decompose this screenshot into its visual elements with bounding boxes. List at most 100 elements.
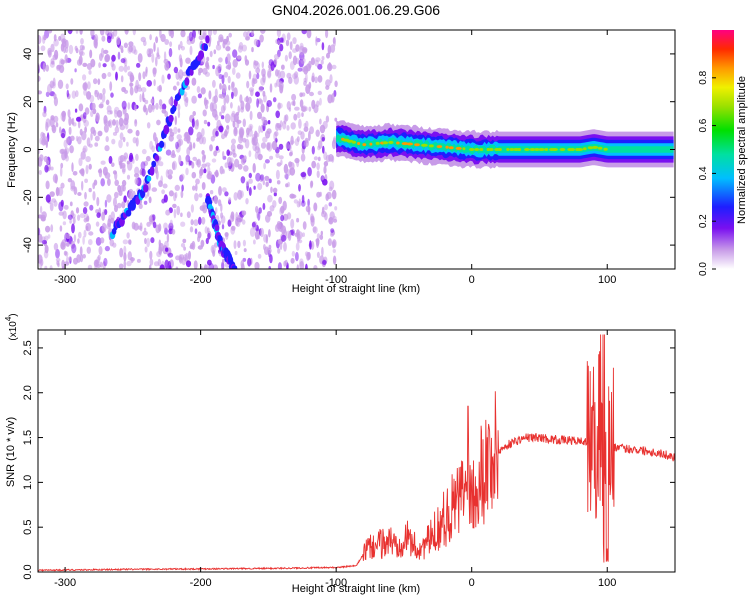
noise-dot: [59, 126, 62, 134]
noise-dot: [149, 34, 152, 41]
noise-dot: [182, 238, 187, 244]
noise-dot: [142, 231, 148, 236]
noise-dot: [148, 264, 152, 269]
snr-panel: -300 -200 -100 0 100 0.0 0.5 1.0 1.5 2.0 2.5 Heig…: [4, 313, 676, 595]
noise-dot: [290, 218, 295, 229]
noise-dot: [296, 229, 299, 239]
noise-dot: [284, 259, 288, 266]
noise-dot: [79, 213, 86, 219]
noise-dot: [284, 54, 288, 62]
noise-dot: [209, 144, 213, 152]
noise-dot: [279, 37, 284, 43]
noise-dot: [245, 198, 249, 205]
noise-dot: [333, 218, 338, 223]
x-tick-label: -100: [325, 577, 347, 589]
noise-dot: [245, 36, 250, 41]
noise-dot: [168, 30, 172, 37]
noise-dot: [263, 234, 268, 243]
colorbar: 0.0 0.2 0.4 0.6 0.8 Normalized spectral ampl…: [698, 30, 748, 276]
noise-dot: [104, 199, 108, 208]
band-peak: [569, 148, 576, 151]
noise-dot: [186, 147, 191, 156]
noise-dot: [173, 126, 178, 135]
noise-dot: [218, 186, 222, 196]
noise-dot: [143, 160, 149, 166]
noise-dot: [101, 72, 107, 80]
noise-dot: [38, 35, 42, 45]
noise-dot: [121, 179, 127, 187]
noise-dot: [67, 109, 71, 118]
noise-dot: [321, 42, 325, 51]
noise-dot: [246, 80, 250, 89]
noise-dot: [78, 157, 83, 167]
noise-dot: [77, 120, 81, 129]
noise-dot: [298, 58, 304, 68]
noise-dot: [39, 205, 43, 214]
noise-dot: [169, 219, 173, 227]
noise-dot: [245, 95, 249, 103]
noise-dot: [203, 168, 207, 174]
noise-dot: [192, 185, 196, 191]
noise-dot: [151, 145, 155, 153]
noise-dot: [178, 154, 182, 165]
noise-dot: [282, 200, 287, 211]
noise-dot: [129, 86, 134, 96]
noise-dot: [158, 161, 164, 167]
noise-dot: [280, 234, 287, 242]
noise-dot: [103, 49, 109, 55]
noise-dot: [164, 259, 169, 269]
noise-dot: [215, 130, 219, 137]
noise-dot: [292, 48, 298, 53]
noise-dot: [156, 251, 162, 258]
noise-dot: [243, 155, 247, 161]
noise-dot: [262, 179, 265, 186]
noise-dot: [231, 225, 236, 231]
noise-dot: [188, 250, 191, 260]
snr-y-axis: 0.0 0.5 1.0 1.5 2.0 2.5: [22, 340, 675, 580]
noise-dot: [135, 79, 139, 90]
noise-dot: [247, 257, 252, 267]
noise-dot: [290, 257, 295, 264]
spectrogram-x-label: Height of straight line (km): [292, 283, 420, 295]
noise-dot: [60, 241, 66, 250]
noise-dot: [252, 135, 258, 146]
noise-dot: [311, 72, 315, 83]
noise-dot: [101, 35, 106, 42]
noise-dot: [112, 119, 116, 126]
noise-dot: [185, 57, 191, 64]
noise-dot: [201, 216, 206, 225]
noise-dot: [278, 143, 284, 150]
trace-point: [146, 175, 152, 182]
noise-dot: [90, 30, 95, 37]
noise-dot: [275, 152, 280, 159]
noise-dot: [219, 36, 224, 42]
noise-dot: [134, 119, 138, 127]
noise-dot: [331, 189, 337, 200]
noise-dot: [189, 141, 193, 151]
noise-dot: [43, 36, 47, 41]
noise-dot: [158, 99, 163, 106]
x-tick-label: 0: [469, 274, 475, 286]
noise-dot: [302, 221, 307, 230]
noise-dot: [107, 72, 112, 77]
noise-dot: [249, 125, 252, 132]
noise-dot: [191, 240, 196, 250]
noise-dot: [206, 172, 212, 180]
noise-dot: [45, 180, 50, 190]
noise-dot: [304, 251, 309, 257]
noise-dot: [172, 203, 177, 209]
noise-dot: [248, 70, 252, 80]
noise-dot: [254, 130, 258, 139]
noise-dot: [47, 83, 52, 94]
noise-dot: [143, 200, 148, 205]
noise-dot: [129, 74, 135, 83]
noise-dot: [290, 122, 296, 130]
noise-dot: [271, 140, 278, 151]
noise-dot: [123, 195, 127, 203]
noise-dot: [228, 197, 232, 203]
noise-dot: [158, 84, 162, 93]
noise-dot: [321, 137, 325, 142]
noise-dot: [223, 71, 229, 78]
noise-dot: [183, 93, 187, 102]
